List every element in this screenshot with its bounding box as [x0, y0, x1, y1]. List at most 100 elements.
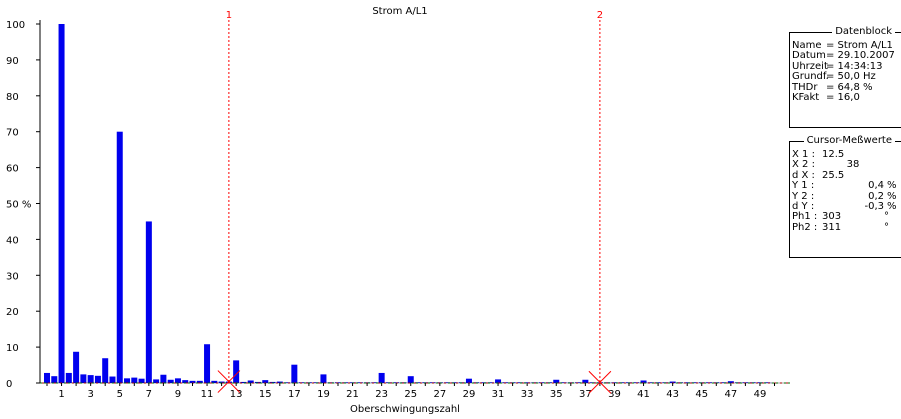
- harmonic-bar: [145, 221, 152, 383]
- y-tick-label: 100: [6, 20, 25, 31]
- datenblock-value: = 14:34:13: [826, 60, 883, 72]
- x-tick-label: 39: [608, 389, 621, 400]
- y-tick-label: 60: [6, 164, 19, 175]
- cursor-key: Ph2 :: [792, 221, 818, 233]
- harmonic-bar: [378, 372, 385, 383]
- cursor-row-y1: Y 1 : 0,4%: [792, 180, 901, 192]
- interharmonic-bar: [487, 382, 494, 383]
- cursor-cross: [588, 370, 612, 394]
- cursor-unit: °: [884, 221, 889, 233]
- datenblock-key: Name: [792, 40, 822, 51]
- datenblock-value: = 50,0 Hz: [826, 71, 876, 83]
- harmonic-bar: [582, 379, 589, 383]
- cursor-key: X 2 :: [792, 159, 815, 171]
- harmonic-bar: [291, 364, 298, 383]
- x-tick-label: 9: [175, 389, 181, 400]
- x-tick-label: 5: [117, 389, 123, 400]
- cursor-row-x1: X 1 : 12.5: [792, 149, 901, 160]
- cursor-value: 0,4: [868, 180, 884, 192]
- y-tick-label: 70: [6, 128, 19, 139]
- interharmonic-bar: [764, 382, 771, 383]
- y-tick-label: 20: [6, 307, 19, 318]
- harmonic-bar: [204, 344, 211, 383]
- cursor-value: 38: [846, 159, 860, 171]
- datenblock-value: = 16,0: [826, 92, 860, 104]
- x-tick-label: 21: [346, 389, 359, 400]
- interharmonic-bar: [211, 380, 218, 383]
- harmonic-bar: [44, 372, 50, 383]
- datenblock-row-kfakt: KFakt = 16,0: [792, 92, 901, 104]
- harmonic-bar: [73, 351, 80, 383]
- datenblock-row-name: Name = Strom A/L1: [792, 40, 901, 51]
- interharmonic-bar: [94, 375, 101, 383]
- datenblock-row-thdr: THDr = 64,8 %: [792, 81, 901, 93]
- y-tick-label: 90: [6, 56, 19, 67]
- y-tick-label: 50 %: [6, 200, 31, 211]
- datenblock-value: = 64,8 %: [826, 81, 873, 93]
- harmonic-bar: [247, 380, 254, 383]
- datenblock-key: THDr: [792, 81, 818, 93]
- x-tick-label: 13: [230, 389, 243, 400]
- cursor-value: 303: [822, 211, 842, 223]
- harmonic-bar: [495, 379, 502, 383]
- cursor-key: X 1 :: [792, 149, 815, 160]
- cursor-value: 0,2: [868, 190, 884, 202]
- interharmonic-bar: [51, 376, 58, 383]
- harmonic-bar: [160, 374, 167, 383]
- datenblock-key: Uhrzeit: [792, 60, 828, 72]
- interharmonic-bar: [647, 382, 654, 383]
- harmonic-bar: [131, 377, 138, 383]
- interharmonic-bar: [225, 381, 232, 383]
- interharmonic-bar: [240, 381, 247, 383]
- interharmonic-bar: [182, 380, 189, 383]
- cursor-row-ph1: Ph1 : 303 °: [792, 211, 901, 223]
- interharmonic-bar: [415, 382, 422, 383]
- x-tick-label: 29: [463, 389, 476, 400]
- cursor-key: d X :: [792, 169, 815, 181]
- harmonic-bar: [655, 382, 662, 383]
- harmonic-bar: [451, 382, 458, 383]
- x-tick-label: 19: [317, 389, 330, 400]
- interharmonic-bar: [80, 374, 87, 383]
- harmonic-bar: [116, 131, 123, 383]
- datenblock-key: KFakt: [792, 92, 820, 104]
- x-tick-label: 1: [58, 389, 64, 400]
- datenblock-row-uhrzeit: Uhrzeit = 14:34:13: [792, 60, 901, 72]
- interharmonic-bar: [356, 382, 363, 383]
- interharmonic-bar: [269, 381, 276, 383]
- interharmonic-bar: [720, 382, 727, 383]
- harmonic-bar: [480, 382, 487, 383]
- cursor-key: Y 2 :: [792, 190, 815, 202]
- datenblock-row-datum: Datum = 29.10.2007: [792, 50, 901, 62]
- interharmonic-bar: [691, 382, 698, 383]
- x-tick-label: 43: [666, 389, 679, 400]
- harmonic-bar: [669, 381, 676, 383]
- interharmonic-bar: [109, 376, 116, 383]
- harmonic-bar: [262, 380, 269, 383]
- cursor-value: 12.5: [822, 149, 845, 160]
- harmonic-bar: [58, 24, 65, 383]
- cursor-key: Y 1 :: [792, 180, 815, 192]
- cursor-label: 1: [226, 10, 232, 21]
- harmonic-bar: [553, 379, 560, 383]
- datenblock-value: = 29.10.2007: [826, 50, 895, 62]
- datenblock-key: Grundf.: [792, 71, 829, 83]
- x-tick-label: 33: [521, 389, 534, 400]
- interharmonic-bar: [371, 382, 378, 383]
- cursor-unit: %: [887, 190, 897, 202]
- x-tick-label: 25: [404, 389, 417, 400]
- y-tick-label: 0: [6, 379, 12, 390]
- harmonic-bar: [276, 381, 283, 383]
- harmonic-bar: [407, 376, 414, 383]
- cursor-cross: [217, 370, 241, 393]
- x-tick-label: 15: [259, 389, 272, 400]
- x-tick-label: 23: [375, 389, 388, 400]
- x-axis-title: Oberschwingungszahl: [350, 404, 460, 415]
- x-tick-label: 47: [724, 389, 737, 400]
- y-tick-label: 40: [6, 235, 19, 246]
- harmonic-bar: [684, 382, 691, 383]
- datenblock-title: Datenblock: [832, 25, 895, 39]
- cursor-unit: [884, 150, 898, 160]
